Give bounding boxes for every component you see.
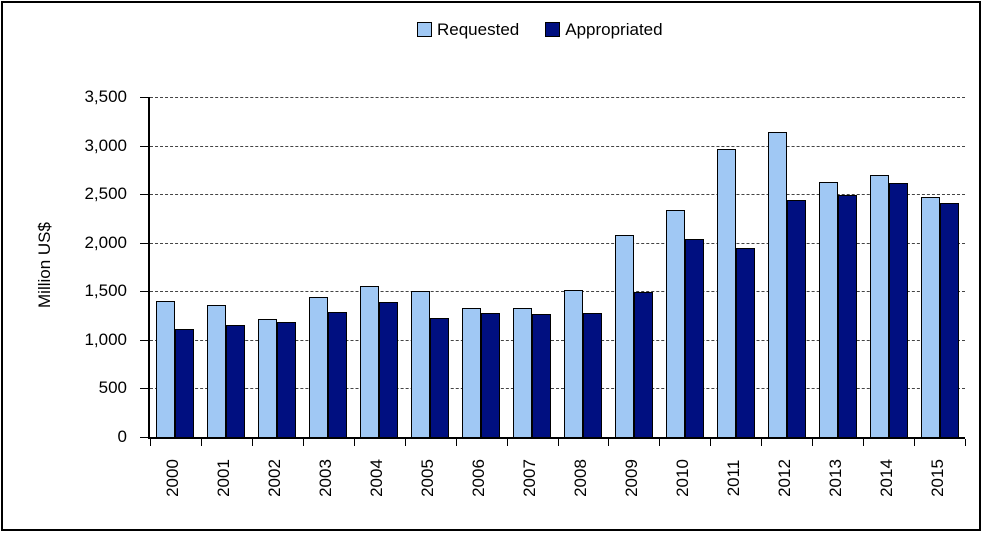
x-axis-tick <box>863 439 865 446</box>
y-axis-tick <box>140 339 150 341</box>
plot-area <box>140 97 966 446</box>
bar-appropriated-2006 <box>481 313 501 437</box>
x-tick-label: 2010 <box>672 459 692 497</box>
x-tick-label: 2013 <box>825 459 845 497</box>
bar-requested-2006 <box>462 308 482 437</box>
x-axis-tick <box>659 439 661 446</box>
bar-appropriated-2012 <box>786 200 806 437</box>
x-tick-label: 2005 <box>418 459 438 497</box>
bar-requested-2002 <box>258 319 278 437</box>
bar-appropriated-2014 <box>888 183 908 437</box>
y-axis-tick <box>140 97 150 98</box>
x-tick-label: 2008 <box>570 459 590 497</box>
y-tick-label: 3,500 <box>84 87 127 106</box>
bar-requested-2003 <box>309 297 329 437</box>
bar-appropriated-2007 <box>532 314 552 437</box>
y-tick-label: 1,500 <box>84 281 127 301</box>
bar-requested-2009 <box>614 235 634 437</box>
x-axis-tick <box>455 439 457 446</box>
x-tick-label: 2000 <box>163 459 183 497</box>
legend-item-requested: Requested <box>417 21 519 38</box>
bar-requested-2001 <box>207 305 227 437</box>
legend-appropriated-swatch <box>545 22 561 37</box>
y-axis-tick-labels: 0 500 1,000 1,500 2,000 2,500 3,000 3,500 <box>0 88 127 446</box>
y-tick-label: 0 <box>117 427 127 446</box>
bar-appropriated-2000 <box>175 329 195 437</box>
bar-requested-2008 <box>563 290 583 437</box>
x-axis-tick <box>404 439 406 446</box>
bar-requested-2014 <box>869 175 889 437</box>
bar-appropriated-2008 <box>582 313 602 437</box>
x-axis-tick <box>302 439 304 446</box>
x-tick-label: 2007 <box>520 459 540 497</box>
bar-appropriated-2003 <box>328 312 348 437</box>
y-axis-tick <box>140 388 150 390</box>
bar-requested-2015 <box>920 197 940 437</box>
bar-appropriated-2002 <box>277 322 297 437</box>
x-axis-tick <box>710 439 712 446</box>
x-axis-tick <box>200 439 202 446</box>
legend-item-appropriated: Appropriated <box>545 20 663 39</box>
bar-appropriated-2011 <box>735 248 755 437</box>
x-tick-label: 2004 <box>367 459 387 497</box>
x-axis-tick <box>506 439 508 446</box>
bar-appropriated-2004 <box>379 302 399 437</box>
x-tick-label: 2015 <box>927 459 947 497</box>
x-tick-label: 2014 <box>876 459 896 497</box>
x-axis-tick <box>251 439 253 446</box>
y-axis-tick <box>140 242 150 244</box>
legend-appropriated-label: Appropriated <box>565 20 663 39</box>
y-tick-label: 2,000 <box>84 232 127 252</box>
bar-requested-2004 <box>360 286 380 437</box>
legend-requested-swatch <box>417 22 432 37</box>
y-tick-label: 3,000 <box>84 135 127 155</box>
y-tick-label: 500 <box>98 378 127 398</box>
gridline <box>150 339 965 341</box>
bar-requested-2000 <box>156 301 176 437</box>
gridline <box>150 97 965 98</box>
y-axis-tick <box>140 291 150 293</box>
x-tick-label: 2006 <box>469 459 489 497</box>
y-tick-label: 1,000 <box>84 329 127 349</box>
bar-requested-2011 <box>716 149 736 437</box>
x-axis-tick <box>608 439 610 446</box>
x-tick-label: 2009 <box>621 459 641 497</box>
x-axis-tick <box>150 439 151 446</box>
x-tick-label: 2012 <box>774 459 794 497</box>
bar-appropriated-2005 <box>430 318 450 437</box>
gridline <box>150 145 965 147</box>
x-axis-tick <box>812 439 814 446</box>
bar-appropriated-2015 <box>939 203 959 437</box>
bar-requested-2010 <box>665 210 685 437</box>
gridline <box>150 242 965 244</box>
x-tick-label: 2001 <box>214 459 234 497</box>
x-tick-label: 2002 <box>265 459 285 497</box>
x-axis-tick <box>353 439 355 446</box>
bar-appropriated-2001 <box>226 325 246 437</box>
bar-requested-2007 <box>513 308 533 437</box>
bar-appropriated-2010 <box>684 239 704 437</box>
y-tick-label: 2,500 <box>84 184 127 204</box>
x-axis-tick <box>761 439 763 446</box>
x-tick-label: 2003 <box>316 459 336 497</box>
bar-requested-2005 <box>411 291 431 437</box>
legend: Requested Appropriated <box>417 21 663 38</box>
gridline <box>150 194 965 196</box>
y-axis-tick <box>140 145 150 147</box>
gridline <box>150 388 965 390</box>
gridline <box>150 291 965 293</box>
x-tick-label: 2011 <box>723 459 743 497</box>
bar-appropriated-2009 <box>633 292 653 437</box>
x-axis-tick <box>914 439 916 446</box>
x-axis-tick <box>557 439 559 446</box>
bar-appropriated-2013 <box>837 195 857 437</box>
x-axis-tick <box>965 439 966 446</box>
x-axis-tick-labels: 2000 2001 2002 2003 2004 2005 2006 2007 2008 2009… <box>148 437 963 512</box>
y-axis-tick <box>140 194 150 196</box>
bar-requested-2012 <box>767 132 787 437</box>
legend-requested-label: Requested <box>437 20 520 39</box>
y-axis-tick <box>140 437 150 438</box>
bar-requested-2013 <box>818 182 838 437</box>
